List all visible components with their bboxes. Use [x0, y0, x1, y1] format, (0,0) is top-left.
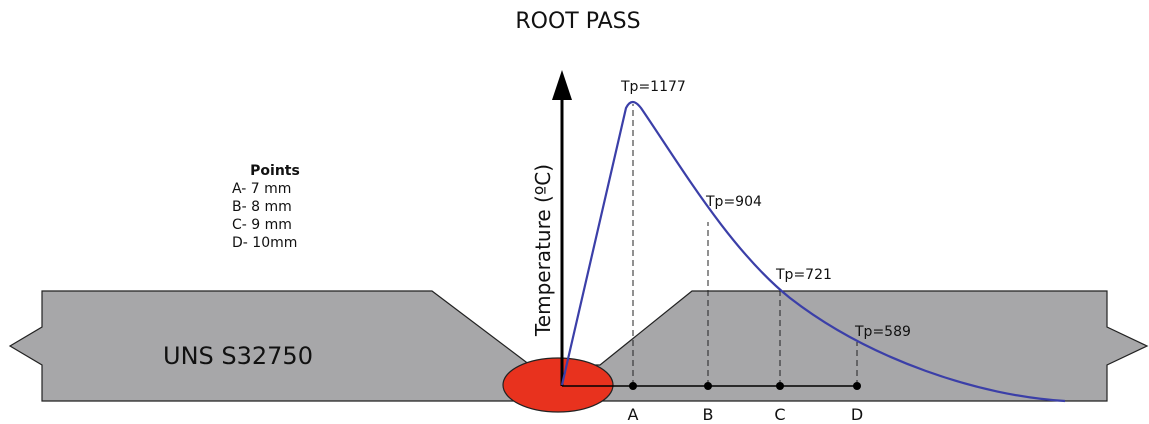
peak-label: Tp=904 — [705, 194, 762, 210]
diagram: ROOT PASS Temperature (ºC) Tp=1177 Tp=90… — [0, 0, 1149, 424]
point-dot — [776, 382, 784, 390]
point-label: A — [628, 405, 639, 424]
point-label: D — [851, 405, 863, 424]
legend-item: B- 8 mm — [232, 199, 292, 215]
title: ROOT PASS — [515, 9, 640, 34]
axis-label: Temperature (ºC) — [531, 164, 555, 337]
weld-pool — [503, 358, 613, 412]
peak-label: Tp=721 — [775, 267, 832, 283]
point-dot — [629, 382, 637, 390]
material-label: UNS S32750 — [163, 342, 313, 370]
legend-item: D- 10mm — [232, 235, 297, 251]
peak-label: Tp=1177 — [620, 79, 686, 95]
legend-item: C- 9 mm — [232, 217, 292, 233]
point-label: C — [774, 405, 785, 424]
peak-label: Tp=589 — [854, 324, 911, 340]
point-dot — [704, 382, 712, 390]
legend-title: Points — [250, 163, 300, 179]
point-label: B — [703, 405, 714, 424]
axis-arrowhead — [552, 70, 572, 100]
point-dot — [853, 382, 861, 390]
legend-item: A- 7 mm — [232, 181, 291, 197]
